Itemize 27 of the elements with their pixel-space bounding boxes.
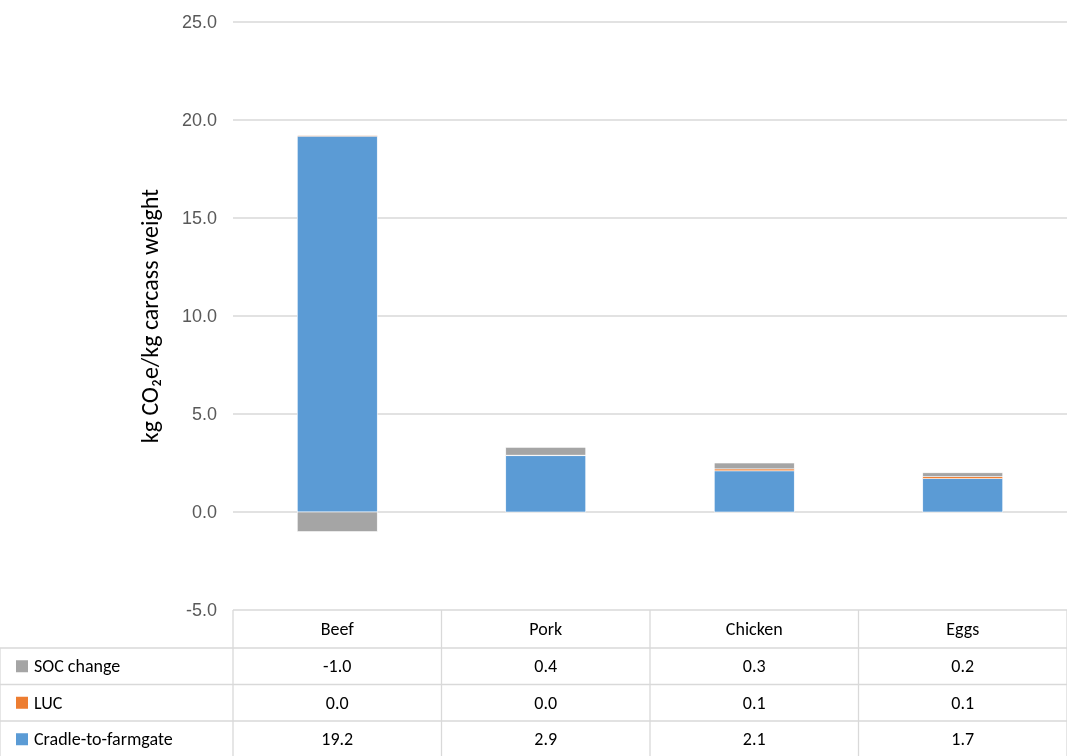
data-label: 1.7 bbox=[951, 728, 975, 751]
legend-label: Cradle-to-farmgate bbox=[34, 728, 173, 751]
y-tick-label: 25.0 bbox=[181, 12, 217, 33]
data-label: -1.0 bbox=[323, 655, 352, 678]
y-axis-title: kg CO₂e/kg carcass weight bbox=[135, 188, 164, 444]
y-tick-label: 0.0 bbox=[191, 502, 217, 523]
legend-label: SOC change bbox=[34, 655, 121, 678]
data-label: 0.2 bbox=[951, 655, 975, 678]
data-label: 0.3 bbox=[742, 655, 766, 678]
x-tick-label: Eggs bbox=[946, 618, 980, 640]
y-tick-label: 15.0 bbox=[181, 208, 217, 229]
data-label: 0.0 bbox=[325, 691, 349, 714]
data-label: 2.9 bbox=[534, 728, 558, 751]
data-label: 2.1 bbox=[742, 728, 766, 751]
y-tick-label: 10.0 bbox=[181, 306, 217, 327]
y-tick-label: 20.0 bbox=[181, 110, 217, 131]
x-tick-label: Chicken bbox=[725, 618, 783, 640]
legend-label: LUC bbox=[34, 691, 63, 714]
y-tick-label: -5.0 bbox=[185, 600, 217, 621]
data-label: 0.4 bbox=[534, 655, 558, 678]
x-tick-label: Beef bbox=[320, 618, 355, 640]
data-label: 0.0 bbox=[534, 691, 558, 714]
y-tick-label: 5.0 bbox=[191, 404, 217, 425]
data-label: 19.2 bbox=[321, 728, 354, 751]
x-tick-label: Pork bbox=[529, 618, 563, 640]
data-label: 0.1 bbox=[951, 691, 975, 714]
data-label: 0.1 bbox=[742, 691, 766, 714]
